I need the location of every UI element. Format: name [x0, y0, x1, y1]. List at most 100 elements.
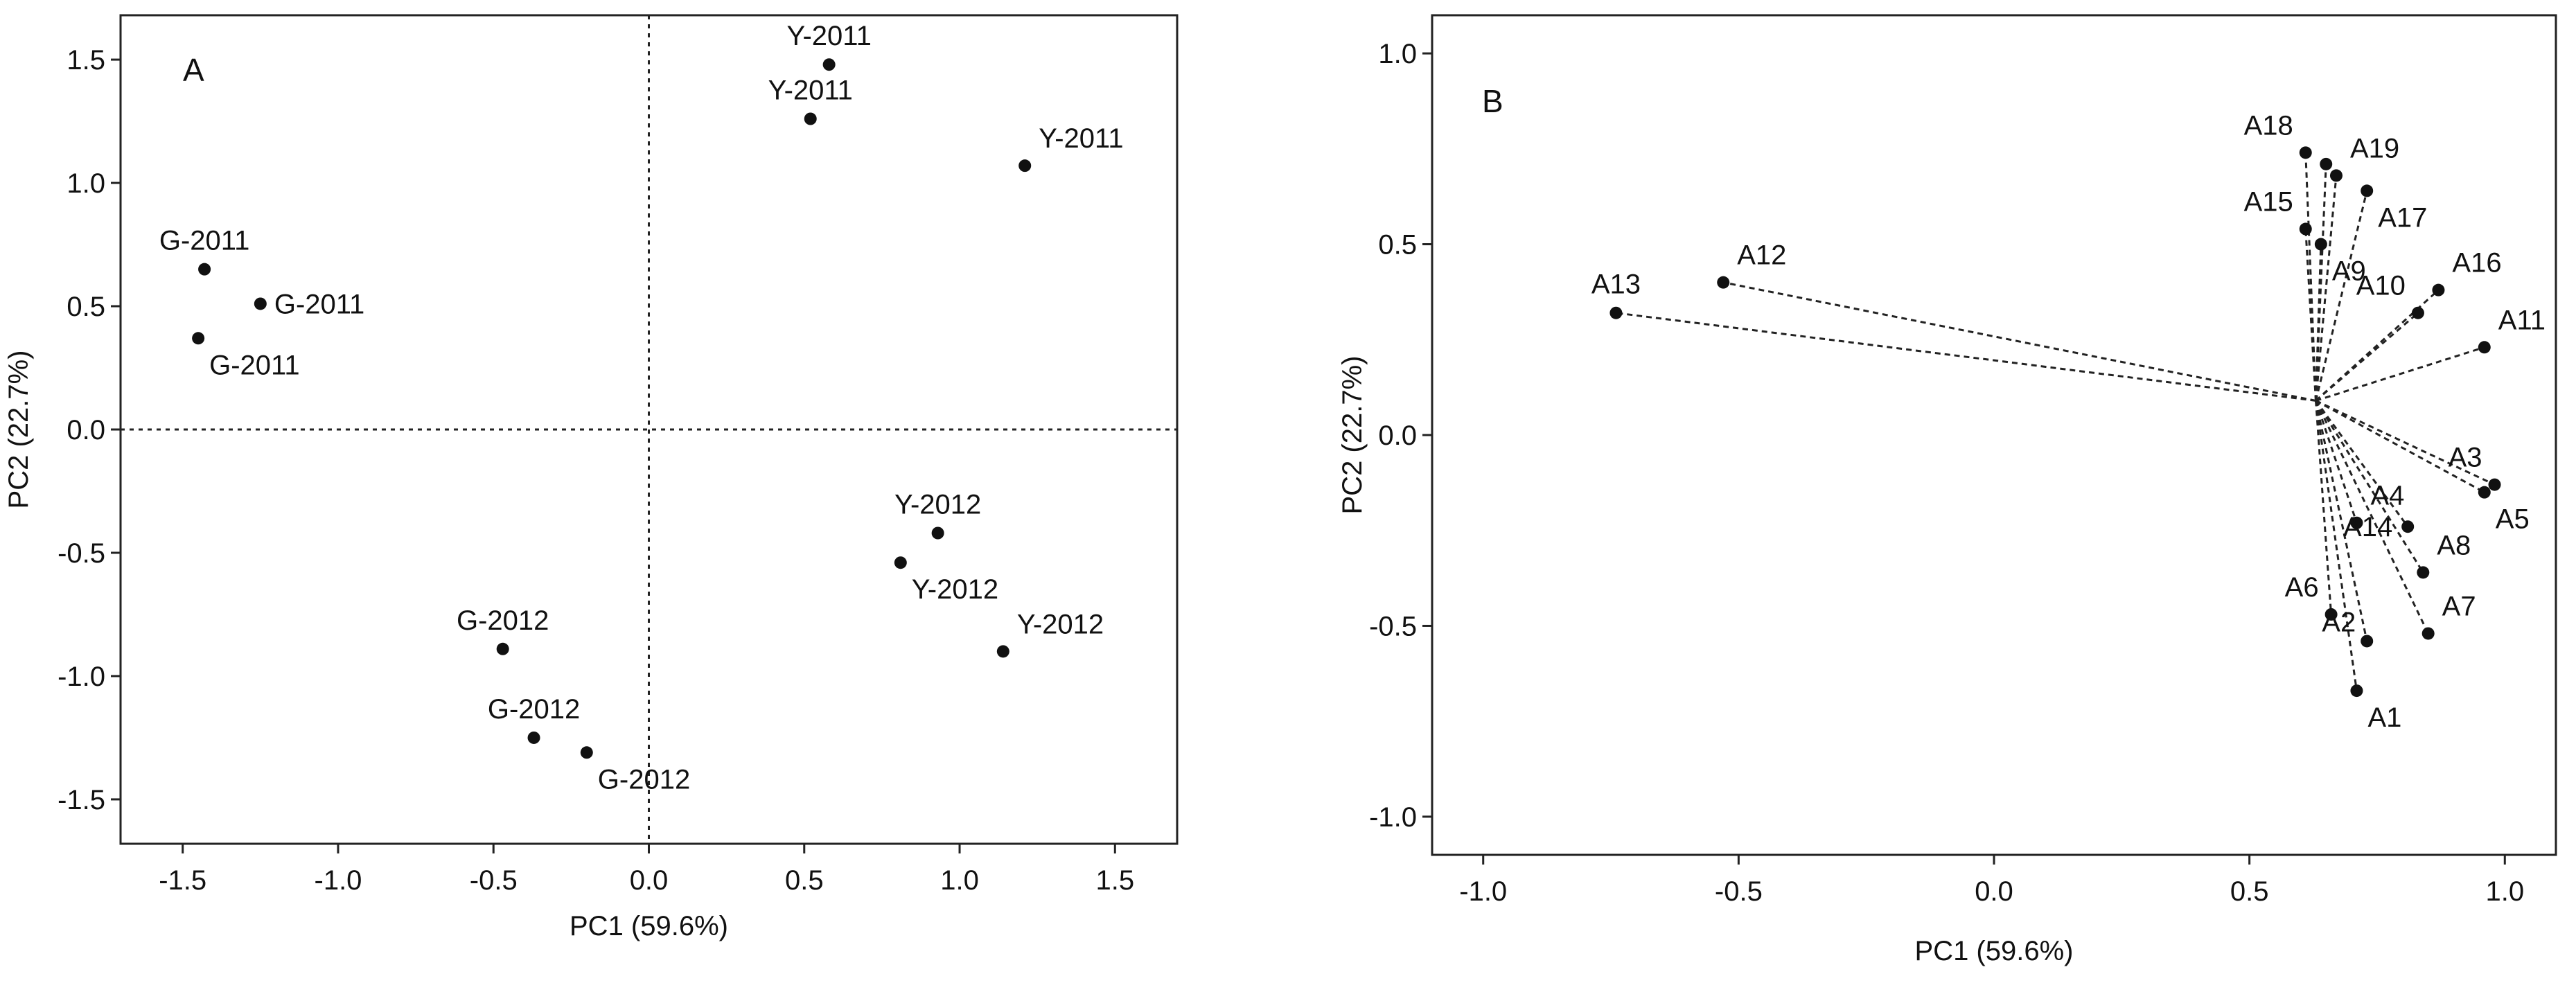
- point-label: A15: [2244, 187, 2293, 218]
- point-label: A17: [2378, 202, 2427, 233]
- loading-vector: [2315, 400, 2485, 493]
- data-point: [198, 263, 211, 276]
- data-point: [1018, 159, 1032, 172]
- data-point: [2350, 684, 2363, 698]
- point-label: Y-2012: [894, 490, 981, 520]
- y-tick-label: 0.5: [67, 292, 105, 322]
- data-point: [2421, 627, 2435, 640]
- data-point: [2299, 146, 2312, 159]
- data-point: [192, 332, 205, 345]
- loading-vector: [2315, 400, 2496, 486]
- point-label: A5: [2496, 504, 2530, 535]
- loading-vector: [2315, 289, 2440, 402]
- point-label: A6: [2285, 572, 2319, 603]
- point-label: A14: [2343, 512, 2392, 542]
- panel-b-loading-plot: -1.0 -0.5 0.0 0.5 1.0 -1.0 -0.5 0.0 0.5 1.0 PC1 (5…: [1337, 14, 2557, 966]
- x-tick-label: 1.0: [940, 865, 979, 896]
- loading-vector: [1616, 312, 2316, 402]
- data-point: [2478, 486, 2491, 499]
- x-tick-label: 0.5: [2230, 876, 2269, 907]
- loading-vector: [2314, 400, 2333, 615]
- point-label: A8: [2437, 530, 2471, 560]
- data-point: [2432, 283, 2445, 296]
- loading-vector: [2314, 400, 2358, 691]
- point-label: G-2012: [488, 694, 580, 725]
- y-tick-label: -0.5: [1369, 611, 1417, 641]
- data-point: [2411, 306, 2424, 319]
- point-label: Y-2011: [1039, 123, 1123, 154]
- data-point: [1717, 276, 1730, 289]
- point-label: A11: [2498, 305, 2546, 335]
- data-point: [2478, 341, 2491, 354]
- y-tick-label: -1.5: [58, 785, 105, 815]
- loading-vector: [2314, 175, 2338, 401]
- x-tick-label: -0.5: [470, 865, 518, 896]
- point-label: A19: [2350, 133, 2399, 163]
- x-tick-label: -0.5: [1715, 876, 1763, 907]
- data-point: [2361, 184, 2374, 197]
- x-tick-label: 0.5: [785, 865, 824, 896]
- loading-vector: [2304, 152, 2317, 401]
- data-point: [527, 731, 540, 744]
- data-point: [2361, 635, 2374, 648]
- panel-letter: A: [183, 52, 204, 88]
- loading-vector: [2315, 191, 2368, 401]
- point-label: G-2011: [274, 289, 364, 319]
- point-label: A7: [2442, 591, 2476, 621]
- panel-letter: B: [1482, 83, 1503, 119]
- data-point: [2417, 566, 2430, 579]
- y-tick-label: -0.5: [58, 538, 105, 569]
- y-tick-label: 0.0: [67, 415, 105, 445]
- point-label: A1: [2367, 702, 2401, 733]
- panel-a-score-plot: -1.5 -1.0 -0.5 0.0 0.5 1.0 1.5 -1.5 -1.0 -0.5 0.0 0…: [3, 14, 1179, 941]
- loading-vector: [2315, 400, 2430, 635]
- y-tick-label: 1.0: [1378, 39, 1417, 69]
- y-axis-title: PC2 (22.7%): [1337, 356, 1368, 515]
- data-point: [894, 556, 907, 569]
- loading-vector: [1722, 281, 2316, 402]
- y-tick-label: -1.0: [58, 662, 105, 692]
- point-label: A12: [1737, 240, 1786, 271]
- loading-vector: [2315, 400, 2368, 641]
- point-label: A18: [2244, 110, 2293, 141]
- data-point: [2299, 222, 2312, 236]
- y-axis-title: PC2 (22.7%): [3, 351, 34, 509]
- y-tick-label: 0.0: [1378, 420, 1417, 451]
- data-point: [496, 642, 509, 655]
- point-label: A3: [2449, 443, 2482, 473]
- x-axis-title: PC1 (59.6%): [1915, 936, 2074, 966]
- x-tick-label: 1.5: [1095, 865, 1134, 896]
- point-label: Y-2011: [768, 76, 853, 106]
- x-tick-label: -1.5: [159, 865, 206, 896]
- point-label: G-2011: [209, 350, 299, 380]
- data-point: [931, 526, 944, 540]
- data-point: [2350, 516, 2363, 529]
- y-tick-label: 1.0: [67, 168, 105, 199]
- data-point: [822, 58, 836, 71]
- data-point: [996, 645, 1009, 658]
- y-tick-label: 0.5: [1378, 230, 1417, 260]
- loading-vector: [2315, 400, 2358, 524]
- data-point: [2324, 608, 2338, 621]
- loading-vector: [2315, 400, 2409, 528]
- data-point: [2488, 478, 2501, 491]
- data-point: [1609, 306, 1623, 319]
- x-tick-label: 0.0: [630, 865, 669, 896]
- loading-vector: [2315, 346, 2485, 402]
- data-point: [254, 297, 267, 310]
- x-tick-label: -1.0: [1459, 876, 1507, 907]
- data-point: [804, 112, 817, 125]
- x-tick-label: 1.0: [2485, 876, 2524, 907]
- data-point: [2314, 238, 2327, 251]
- point-label: A10: [2356, 271, 2406, 301]
- data-point: [2320, 157, 2333, 170]
- data-point: [2329, 169, 2343, 182]
- point-label: G-2012: [457, 605, 549, 636]
- x-tick-label: -1.0: [315, 865, 362, 896]
- point-label: G-2012: [598, 764, 690, 795]
- loading-vector: [2314, 163, 2327, 401]
- data-point: [580, 746, 593, 759]
- y-tick-label: -1.0: [1369, 802, 1417, 833]
- point-label: G-2011: [159, 226, 249, 256]
- point-label: A13: [1591, 269, 1641, 300]
